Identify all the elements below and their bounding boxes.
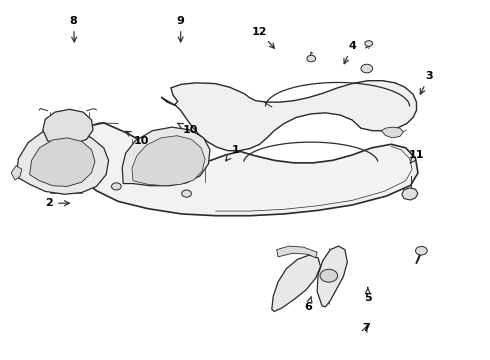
Circle shape bbox=[361, 64, 373, 73]
Text: 6: 6 bbox=[304, 296, 312, 312]
Text: 12: 12 bbox=[252, 27, 274, 48]
Polygon shape bbox=[317, 246, 347, 307]
Text: 1: 1 bbox=[226, 145, 239, 161]
Circle shape bbox=[112, 183, 121, 190]
Circle shape bbox=[416, 247, 427, 255]
Circle shape bbox=[307, 55, 316, 62]
Polygon shape bbox=[122, 127, 210, 186]
Text: 5: 5 bbox=[364, 287, 371, 303]
Text: 10: 10 bbox=[126, 131, 149, 146]
Circle shape bbox=[320, 269, 338, 282]
Text: 9: 9 bbox=[177, 16, 185, 42]
Text: 3: 3 bbox=[420, 71, 433, 94]
Polygon shape bbox=[16, 128, 109, 194]
Text: 7: 7 bbox=[362, 323, 370, 333]
Polygon shape bbox=[277, 246, 317, 258]
Polygon shape bbox=[132, 136, 205, 186]
Text: 11: 11 bbox=[409, 150, 424, 163]
Polygon shape bbox=[381, 127, 403, 138]
Polygon shape bbox=[402, 188, 418, 200]
Polygon shape bbox=[80, 123, 418, 216]
Polygon shape bbox=[43, 109, 93, 144]
Circle shape bbox=[182, 190, 192, 197]
Polygon shape bbox=[272, 255, 320, 311]
Text: 4: 4 bbox=[344, 41, 356, 64]
Circle shape bbox=[365, 41, 373, 46]
Polygon shape bbox=[11, 166, 22, 180]
Polygon shape bbox=[30, 138, 95, 186]
Text: 8: 8 bbox=[70, 16, 77, 42]
Polygon shape bbox=[161, 81, 416, 151]
Text: 2: 2 bbox=[45, 198, 70, 208]
Text: 10: 10 bbox=[177, 123, 198, 135]
